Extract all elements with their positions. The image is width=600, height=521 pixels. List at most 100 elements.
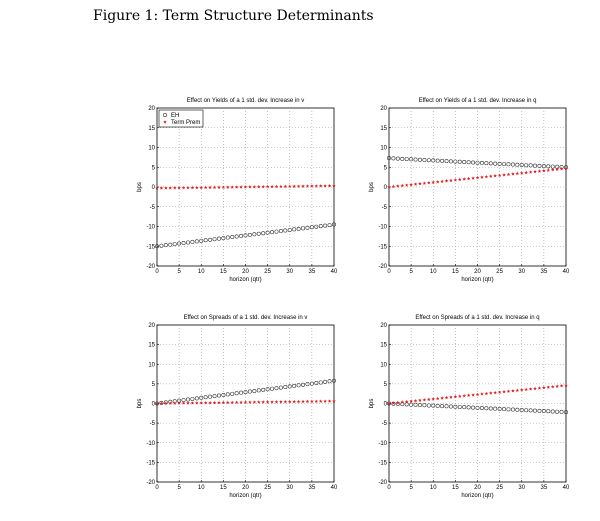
eh-point bbox=[404, 157, 409, 162]
eh-point bbox=[203, 395, 208, 400]
legend-eh-marker bbox=[163, 113, 168, 118]
y-tick-label: -10 bbox=[146, 225, 155, 231]
y-tick-label: -10 bbox=[378, 441, 387, 447]
eh-point bbox=[506, 407, 511, 412]
term-prem-point bbox=[221, 400, 226, 405]
term-prem-point bbox=[418, 398, 422, 402]
y-tick-label: -5 bbox=[150, 205, 156, 211]
x-axis-label: horizon (qtr) bbox=[229, 493, 261, 499]
term-prem-point bbox=[524, 170, 528, 175]
y-tick-label: -10 bbox=[146, 441, 155, 447]
term-prem-point bbox=[449, 178, 453, 183]
y-tick-label: 0 bbox=[152, 402, 156, 408]
term-prem-point bbox=[400, 400, 405, 404]
x-tick-label: 30 bbox=[518, 485, 525, 491]
term-prem-point bbox=[444, 179, 449, 183]
eh-point bbox=[524, 163, 529, 168]
eh-point bbox=[417, 403, 422, 408]
term-prem-point bbox=[248, 185, 252, 189]
term-prem-point bbox=[274, 184, 279, 189]
y-tick-label: -15 bbox=[378, 244, 387, 250]
eh-point bbox=[453, 159, 458, 164]
term-prem-point bbox=[261, 184, 266, 189]
term-prem-point bbox=[409, 399, 413, 403]
eh-point bbox=[426, 158, 431, 163]
term-prem-point bbox=[413, 182, 418, 186]
eh-point bbox=[519, 162, 524, 167]
eh-point bbox=[261, 387, 266, 392]
term-prem-point bbox=[190, 185, 195, 190]
term-prem-point bbox=[287, 399, 292, 404]
eh-point bbox=[314, 224, 319, 229]
term-prem-point bbox=[550, 384, 555, 389]
term-prem-point bbox=[172, 401, 177, 405]
term-prem-point bbox=[511, 172, 515, 176]
term-prem-point bbox=[404, 183, 409, 187]
term-prem-point bbox=[440, 396, 444, 400]
eh-point bbox=[239, 233, 244, 238]
term-prem-point bbox=[212, 400, 217, 405]
x-tick-label: 0 bbox=[155, 269, 159, 275]
chart-title: Effect on Yields of a 1 std. dev. Increa… bbox=[419, 98, 537, 104]
term-prem-point bbox=[168, 401, 173, 405]
term-prem-point bbox=[528, 170, 533, 174]
y-tick-label: 0 bbox=[384, 402, 388, 408]
term-prem-point bbox=[493, 390, 498, 395]
term-prem-point bbox=[279, 184, 283, 189]
eh-point bbox=[493, 161, 498, 166]
eh-point bbox=[247, 232, 252, 237]
term-prem-point bbox=[208, 400, 212, 405]
eh-point bbox=[221, 236, 226, 241]
y-tick-label: 20 bbox=[148, 106, 155, 112]
chart-panel-3: 0 5 10 15 20 25 30 35 40 20 15 10 5 0 -5 -10 -15 -20 Effec… bbox=[137, 315, 338, 499]
eh-point bbox=[555, 409, 560, 414]
x-tick-label: 35 bbox=[309, 269, 316, 275]
eh-point bbox=[239, 390, 244, 395]
term-prem-point bbox=[301, 399, 305, 404]
eh-point bbox=[444, 159, 449, 164]
term-prem-point bbox=[471, 393, 475, 397]
eh-point bbox=[488, 161, 493, 166]
x-axis-label: horizon (qtr) bbox=[461, 277, 493, 283]
term-prem-point bbox=[318, 184, 323, 188]
eh-point bbox=[278, 385, 283, 390]
eh-point bbox=[440, 404, 445, 409]
term-prem-point bbox=[301, 184, 305, 188]
eh-point bbox=[510, 162, 515, 167]
term-prem-point bbox=[230, 185, 235, 189]
term-prem-point bbox=[203, 400, 208, 405]
eh-point bbox=[256, 231, 261, 236]
term-prem-point bbox=[546, 168, 551, 172]
y-tick-label: 15 bbox=[380, 126, 387, 132]
x-tick-label: 35 bbox=[541, 485, 548, 491]
term-prem-point bbox=[480, 175, 484, 179]
eh-point bbox=[318, 380, 323, 385]
x-tick-label: 30 bbox=[286, 485, 293, 491]
term-prem-point bbox=[305, 184, 310, 188]
eh-point bbox=[208, 237, 213, 242]
eh-point bbox=[471, 405, 476, 410]
term-prem-point bbox=[234, 400, 239, 404]
chart-panel-2: 0 5 10 15 20 25 30 35 40 20 15 10 5 0 -5 -10 -15 -20 Effec… bbox=[369, 98, 570, 283]
eh-point bbox=[440, 158, 445, 163]
term-prem-point bbox=[435, 179, 440, 184]
x-tick-label: 15 bbox=[452, 485, 459, 491]
term-prem-point bbox=[564, 383, 568, 387]
term-prem-point bbox=[418, 181, 422, 186]
eh-point bbox=[314, 381, 319, 386]
term-prem-point bbox=[528, 387, 533, 391]
x-tick-label: 25 bbox=[264, 269, 271, 275]
term-prem-point bbox=[283, 399, 288, 404]
legend-term-prem-marker bbox=[163, 120, 167, 124]
eh-point bbox=[448, 404, 453, 409]
eh-point bbox=[409, 157, 414, 162]
x-tick-label: 0 bbox=[387, 485, 391, 491]
term-prem-point bbox=[453, 178, 458, 182]
term-prem-point bbox=[296, 184, 301, 188]
eh-point bbox=[323, 379, 328, 384]
y-tick-label: -15 bbox=[146, 460, 155, 466]
eh-point bbox=[546, 409, 551, 414]
y-axis-label: bps bbox=[369, 399, 375, 409]
